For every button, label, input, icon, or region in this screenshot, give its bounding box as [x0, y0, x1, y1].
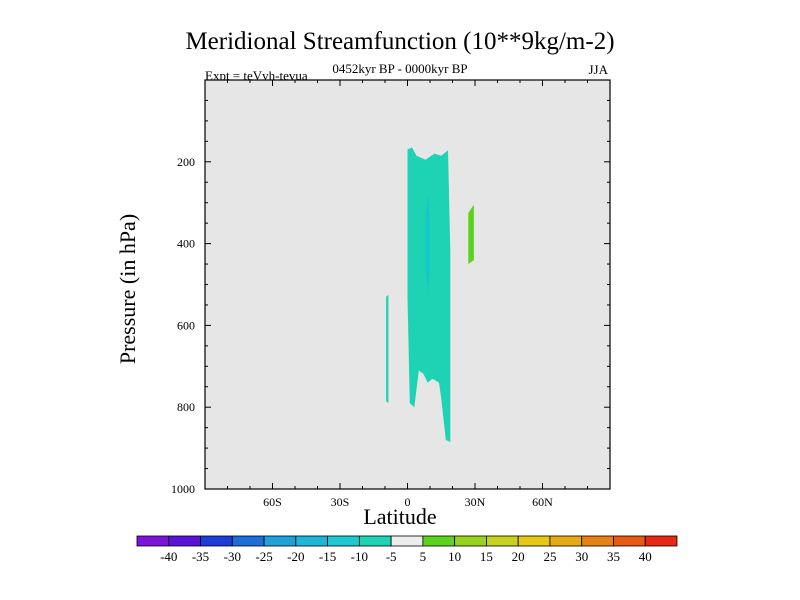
colorbar-swatch — [327, 535, 360, 547]
contour-region-negative-band-main — [407, 147, 451, 442]
colorbar-label: -35 — [192, 549, 209, 564]
colorbar-swatch — [613, 535, 646, 547]
colorbar-swatch — [422, 535, 456, 547]
colorbar-label: -25 — [255, 549, 272, 564]
colorbar-label: 5 — [420, 549, 427, 564]
x-tick-label: 30N — [465, 495, 486, 509]
colorbar-swatch — [231, 535, 265, 547]
colorbar-swatch — [644, 535, 678, 547]
colorbar-label: 35 — [607, 549, 620, 564]
colorbar-swatch — [517, 535, 551, 547]
period-label: 0452kyr BP - 0000kyr BP — [332, 61, 468, 76]
colorbar-label: -10 — [351, 549, 368, 564]
colorbar-label: -5 — [386, 549, 397, 564]
colorbar-swatch — [486, 535, 519, 547]
y-tick-label: 200 — [177, 155, 195, 169]
x-tick-label: 60N — [532, 495, 553, 509]
y-tick-label: 600 — [177, 318, 195, 332]
x-tick-label: 0 — [405, 495, 411, 509]
y-tick-label: 1000 — [171, 482, 195, 496]
colorbar-label: 10 — [448, 549, 461, 564]
colorbar-swatch — [200, 535, 233, 547]
contour-region-positive-patch — [468, 204, 474, 265]
colorbar-label: 15 — [480, 549, 493, 564]
experiment-label: Expt = teVvh-tevua — [205, 68, 308, 83]
colorbar-label: -15 — [319, 549, 336, 564]
colorbar-swatch — [581, 535, 614, 547]
colorbar-label: -30 — [224, 549, 241, 564]
colorbar-label: 30 — [575, 549, 588, 564]
colorbar-swatch — [136, 535, 170, 547]
season-label: JJA — [588, 62, 608, 77]
colorbar-label: 40 — [639, 549, 652, 564]
colorbar-swatch — [295, 535, 328, 547]
contour-region-negative-streak — [386, 294, 389, 404]
y-tick-label: 800 — [177, 400, 195, 414]
chart-title: Meridional Streamfunction (10**9kg/m-2) — [185, 28, 615, 55]
colorbar-swatch — [549, 535, 583, 547]
colorbar-label: -20 — [287, 549, 304, 564]
colorbar-swatch — [390, 535, 424, 547]
colorbar-swatch — [263, 535, 297, 547]
contour-region-negative-core — [425, 194, 430, 293]
colorbar-label: 20 — [512, 549, 525, 564]
x-tick-label: 30S — [331, 495, 350, 509]
colorbar-swatch — [168, 535, 201, 547]
colorbar-label: -40 — [160, 549, 177, 564]
x-axis-label: Latitude — [363, 504, 437, 529]
x-tick-label: 60S — [263, 495, 282, 509]
colorbar-label: 25 — [543, 549, 556, 564]
colorbar-swatch — [454, 535, 487, 547]
colorbar-swatch — [358, 535, 392, 547]
y-tick-label: 400 — [177, 237, 195, 251]
